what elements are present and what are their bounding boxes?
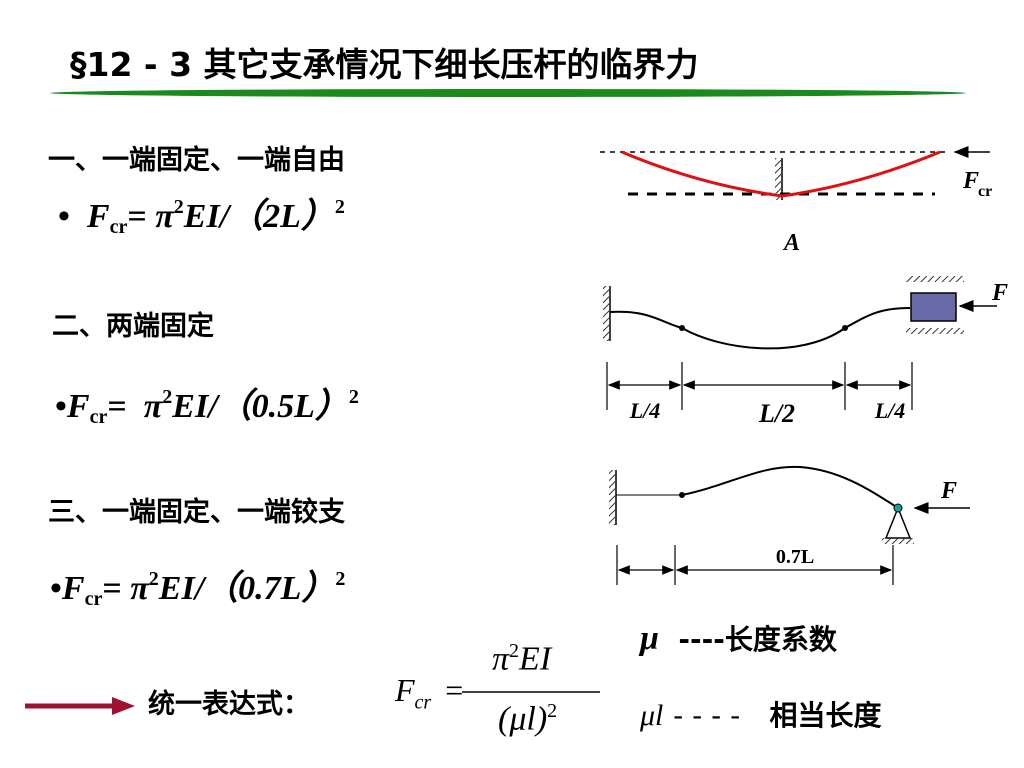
dimension-label: L/4 <box>874 398 906 423</box>
legend-symbol: μl <box>640 699 664 732</box>
equals: = <box>445 672 464 708</box>
legend-dashes: - - - - <box>673 699 741 732</box>
diagram-fixed-pinned: F 0.7L <box>609 465 970 585</box>
symbol: F <box>61 570 85 607</box>
power: 2 <box>335 568 346 590</box>
formula: • Fcr= π2EI/（2L）2 <box>58 188 345 239</box>
title-underline <box>50 89 966 97</box>
force-label: F <box>962 168 979 194</box>
formula: •Fcr= π2EI/（0.5L）2 <box>55 378 359 429</box>
power: 2 <box>547 700 558 722</box>
symbol: F <box>86 198 110 235</box>
legend-meaning: 长度系数 <box>724 623 837 656</box>
power: 2 <box>173 196 184 218</box>
power: 2 <box>334 196 345 218</box>
diagram-cantilever: F cr A <box>600 146 992 256</box>
section-heading: 二、两端固定 <box>52 311 214 342</box>
symbol: F <box>395 672 415 708</box>
subscript: cr <box>109 216 128 238</box>
diagram-fixed-fixed: F L/4 L/2 L/4 <box>603 276 1008 428</box>
section-heading: 一、一端固定、一端自由 <box>48 145 345 176</box>
body: EI/（2L） <box>183 198 335 235</box>
legend-item: μ ----长度系数 <box>640 618 837 658</box>
power: 2 <box>509 640 520 662</box>
power: 2 <box>148 568 159 590</box>
bullet: • <box>50 570 62 607</box>
symbol: F <box>66 388 90 425</box>
pi: π <box>155 198 174 235</box>
pi: π <box>130 570 149 607</box>
denominator: (μl)2 <box>498 700 557 738</box>
summary-symbol: Fcr = <box>395 672 463 714</box>
bullet: • <box>58 198 70 235</box>
dimension-label: L/2 <box>758 399 795 428</box>
point-label: A <box>782 230 800 256</box>
slide-title: §12 - 3 其它支承情况下细长压杆的临界力 <box>70 45 699 84</box>
summary-label: 统一表达式： <box>148 689 310 720</box>
numerator: π2EI <box>492 640 551 678</box>
force-label: F <box>940 478 957 504</box>
bullet: • <box>55 388 67 425</box>
force-subscript: cr <box>978 183 992 200</box>
equals: = <box>127 198 147 235</box>
subscript: cr <box>89 406 108 428</box>
power: 2 <box>348 386 359 408</box>
legend-meaning: 相当长度 <box>769 699 882 732</box>
dimension-label: 0.7L <box>776 546 814 568</box>
dimension-label: L/4 <box>629 398 661 423</box>
legend-symbol: μ <box>640 620 659 657</box>
legend-item: μl - - - - 相当长度 <box>640 694 882 734</box>
pi: π <box>492 640 510 678</box>
numerator-rest: EI <box>519 640 552 678</box>
equals: = <box>102 570 122 607</box>
body: EI/（0.7L） <box>158 570 336 607</box>
section-heading: 三、一端固定、一端铰支 <box>48 497 345 528</box>
equals: = <box>107 388 127 425</box>
denominator-body: (μl) <box>498 700 548 738</box>
subscript: cr <box>414 691 432 714</box>
formula: •Fcr= π2EI/（0.7L）2 <box>50 560 345 611</box>
pi: π <box>143 388 163 425</box>
body: EI/（0.5L） <box>172 388 349 425</box>
force-label: F <box>991 280 1008 306</box>
power: 2 <box>162 386 173 408</box>
legend-dashes: ---- <box>678 623 725 656</box>
subscript: cr <box>84 588 103 610</box>
